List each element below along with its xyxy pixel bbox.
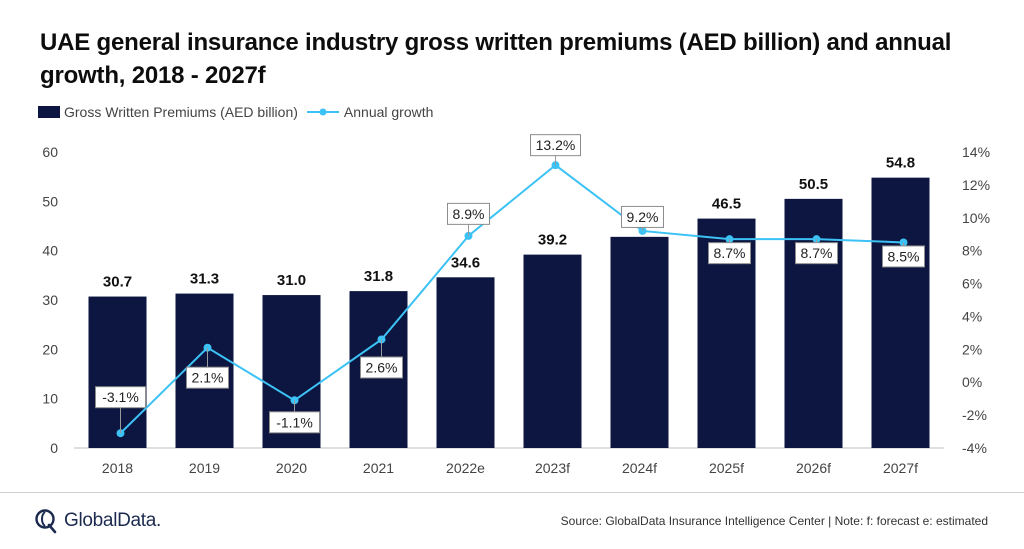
growth-value-label: 13.2% bbox=[536, 137, 576, 153]
growth-label-box bbox=[360, 356, 403, 379]
bar bbox=[871, 177, 930, 449]
bar bbox=[523, 254, 582, 448]
y-left-tick-label: 20 bbox=[42, 341, 58, 357]
x-tick-label: 2018 bbox=[102, 460, 133, 476]
source-note: Source: GlobalData Insurance Intelligenc… bbox=[560, 514, 988, 528]
legend-label-bars: Gross Written Premiums (AED billion) bbox=[64, 104, 298, 120]
growth-label-box bbox=[530, 134, 581, 157]
growth-label-box bbox=[795, 242, 838, 265]
x-tick-label: 2021 bbox=[363, 460, 394, 476]
growth-value-label: 8.9% bbox=[453, 206, 485, 222]
x-tick-label: 2023f bbox=[535, 460, 570, 476]
globaldata-logo-icon bbox=[35, 509, 57, 534]
growth-line bbox=[119, 163, 904, 434]
bar bbox=[784, 198, 843, 448]
growth-value-label: 9.2% bbox=[627, 209, 659, 225]
y-right-tick-label: 2% bbox=[962, 341, 982, 357]
y-left-tick-label: 30 bbox=[42, 292, 58, 308]
growth-value-label: -1.1% bbox=[276, 414, 313, 430]
bar bbox=[88, 296, 147, 448]
growth-label-box bbox=[186, 366, 229, 389]
bar-value-label: 31.3 bbox=[190, 271, 219, 288]
growth-label-box bbox=[621, 205, 664, 228]
bar-value-label: 30.7 bbox=[103, 274, 132, 291]
bar-value-label: 31.0 bbox=[277, 272, 306, 289]
growth-label-box bbox=[447, 202, 490, 225]
globaldata-logo: GlobalData. bbox=[34, 508, 161, 534]
footer-divider bbox=[0, 492, 1024, 493]
y-left-tick-label: 50 bbox=[42, 193, 58, 209]
y-right-tick-label: 4% bbox=[962, 308, 982, 324]
growth-value-label: -3.1% bbox=[102, 389, 139, 405]
growth-label-box bbox=[882, 245, 925, 268]
x-tick-label: 2026f bbox=[796, 460, 831, 476]
y-right-tick-label: -2% bbox=[962, 407, 987, 423]
chart-legend: Gross Written Premiums (AED billion) Ann… bbox=[38, 104, 441, 120]
bar-value-label: 54.8 bbox=[886, 155, 915, 172]
y-left-tick-label: 60 bbox=[42, 144, 58, 160]
x-tick-label: 2027f bbox=[883, 460, 918, 476]
y-right-tick-label: 14% bbox=[962, 144, 990, 160]
y-left-tick-label: 40 bbox=[42, 243, 58, 259]
growth-value-label: 2.1% bbox=[192, 370, 224, 386]
growth-value-label: 8.5% bbox=[888, 248, 920, 264]
y-right-tick-label: 12% bbox=[962, 177, 990, 193]
globaldata-logo-text: GlobalData. bbox=[64, 510, 162, 531]
y-right-tick-label: 0% bbox=[962, 374, 982, 390]
x-tick-label: 2024f bbox=[622, 460, 657, 476]
y-right-tick-label: 10% bbox=[962, 210, 990, 226]
legend-swatch-bars bbox=[38, 106, 60, 118]
bar-value-label: 50.5 bbox=[799, 176, 828, 193]
y-right-tick-label: 6% bbox=[962, 276, 982, 292]
bar-value-label: 34.6 bbox=[451, 254, 480, 271]
y-right-tick-label: -4% bbox=[962, 440, 987, 456]
x-tick-label: 2019 bbox=[189, 460, 220, 476]
bar-value-label: 39.2 bbox=[538, 232, 567, 249]
legend-item-bars: Gross Written Premiums (AED billion) bbox=[38, 104, 298, 120]
growth-label-box bbox=[708, 242, 751, 265]
legend-item-line: Annual growth bbox=[306, 104, 434, 120]
y-left-tick-label: 0 bbox=[50, 440, 58, 456]
y-left-tick-label: 10 bbox=[42, 391, 58, 407]
x-tick-label: 2022e bbox=[446, 460, 485, 476]
growth-value-label: 8.7% bbox=[801, 245, 833, 261]
growth-label-box bbox=[269, 411, 320, 434]
x-tick-label: 2025f bbox=[709, 460, 744, 476]
x-tick-label: 2020 bbox=[276, 460, 307, 476]
growth-value-label: 2.6% bbox=[366, 359, 398, 375]
legend-label-line: Annual growth bbox=[343, 104, 434, 120]
y-right-tick-label: 8% bbox=[962, 243, 982, 259]
growth-label-box bbox=[95, 386, 146, 409]
bar-value-label: 46.5 bbox=[712, 196, 741, 213]
bar bbox=[610, 236, 669, 448]
growth-value-label: 8.7% bbox=[714, 245, 746, 261]
chart-title: UAE general insurance industry gross wri… bbox=[40, 29, 952, 89]
legend-swatch-line bbox=[306, 108, 339, 116]
bar bbox=[436, 277, 495, 448]
bar-value-label: 31.8 bbox=[364, 268, 393, 285]
